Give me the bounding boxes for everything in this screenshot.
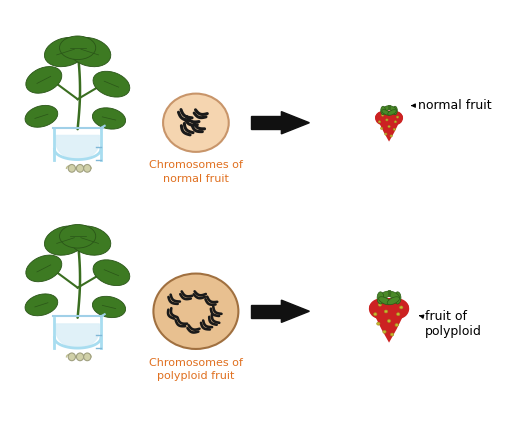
Circle shape <box>390 112 392 114</box>
Ellipse shape <box>388 106 396 111</box>
Circle shape <box>154 273 238 349</box>
Ellipse shape <box>26 66 62 93</box>
Circle shape <box>385 133 387 135</box>
Circle shape <box>375 111 391 125</box>
Ellipse shape <box>26 255 62 282</box>
Polygon shape <box>251 305 281 318</box>
Ellipse shape <box>369 298 409 317</box>
Ellipse shape <box>45 37 87 67</box>
Ellipse shape <box>25 294 58 316</box>
Ellipse shape <box>68 226 111 255</box>
Circle shape <box>374 312 377 316</box>
Ellipse shape <box>392 106 397 115</box>
Circle shape <box>394 121 396 123</box>
Circle shape <box>387 319 391 322</box>
Ellipse shape <box>394 292 401 304</box>
Circle shape <box>380 127 383 129</box>
Circle shape <box>393 128 395 130</box>
Text: normal fruit: normal fruit <box>412 99 492 112</box>
Ellipse shape <box>68 164 76 172</box>
Ellipse shape <box>92 296 126 318</box>
Circle shape <box>390 300 394 303</box>
Circle shape <box>381 114 384 116</box>
Ellipse shape <box>68 37 111 67</box>
Ellipse shape <box>93 260 130 286</box>
Ellipse shape <box>387 297 400 305</box>
Ellipse shape <box>379 297 391 305</box>
Polygon shape <box>56 324 99 348</box>
Ellipse shape <box>382 110 390 115</box>
Ellipse shape <box>93 71 130 97</box>
Text: fruit of
polyploid: fruit of polyploid <box>420 310 482 338</box>
Circle shape <box>383 330 386 333</box>
Circle shape <box>384 310 388 313</box>
Ellipse shape <box>77 164 84 172</box>
Ellipse shape <box>92 108 126 129</box>
Circle shape <box>378 303 382 306</box>
Ellipse shape <box>379 291 391 299</box>
Polygon shape <box>281 112 309 134</box>
Ellipse shape <box>59 224 96 248</box>
Circle shape <box>386 299 409 319</box>
Text: Chromosomes of
polyploid fruit: Chromosomes of polyploid fruit <box>149 358 243 381</box>
Circle shape <box>378 121 381 123</box>
Text: Chromosomes of
normal fruit: Chromosomes of normal fruit <box>149 161 243 184</box>
Ellipse shape <box>68 353 76 361</box>
Circle shape <box>163 94 229 152</box>
Circle shape <box>396 116 399 118</box>
Ellipse shape <box>381 106 385 115</box>
Polygon shape <box>56 135 99 160</box>
Polygon shape <box>376 116 402 141</box>
Ellipse shape <box>59 36 96 59</box>
Ellipse shape <box>375 111 403 124</box>
Polygon shape <box>370 306 408 342</box>
Circle shape <box>377 322 380 325</box>
Circle shape <box>387 111 403 125</box>
Circle shape <box>390 135 392 137</box>
Ellipse shape <box>25 105 58 127</box>
Circle shape <box>369 299 392 319</box>
Ellipse shape <box>388 110 396 115</box>
Circle shape <box>400 306 403 309</box>
Ellipse shape <box>84 353 91 361</box>
Circle shape <box>388 125 390 128</box>
Circle shape <box>386 119 388 121</box>
Ellipse shape <box>387 291 400 299</box>
Polygon shape <box>281 300 309 322</box>
Ellipse shape <box>77 353 84 361</box>
Circle shape <box>390 333 394 336</box>
Polygon shape <box>251 116 281 129</box>
Circle shape <box>396 312 400 316</box>
Ellipse shape <box>377 292 384 304</box>
Ellipse shape <box>382 106 390 111</box>
Ellipse shape <box>84 164 91 172</box>
Circle shape <box>395 323 399 326</box>
Ellipse shape <box>45 226 87 255</box>
